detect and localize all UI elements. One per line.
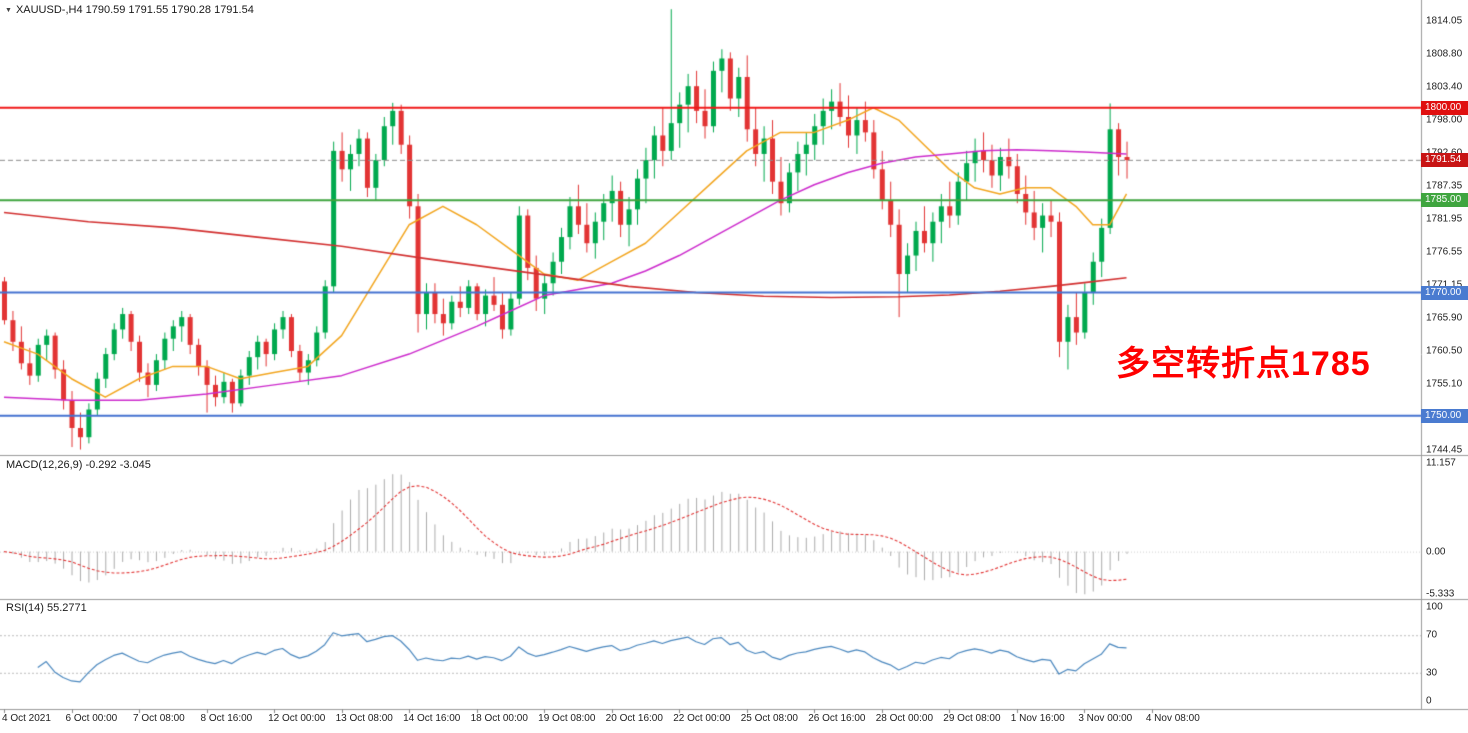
price-axis-tick: 1760.50 [1426,345,1463,357]
time-axis-label: 25 Oct 08:00 [740,713,798,724]
time-axis-label: 6 Oct 00:00 [65,713,118,724]
price-axis-tick: 1771.15 [1426,280,1462,291]
price-axis-tick: 1755.10 [1426,378,1463,390]
time-axis-label: 12 Oct 00:00 [268,713,326,724]
price-axis-tick: 1744.45 [1426,444,1463,456]
price-axis-tick: 1781.95 [1426,213,1463,225]
hline-price-tag: 1750.00 [1421,408,1468,423]
price-axis-tick: 1787.35 [1426,180,1463,192]
symbol-ohlc-text: XAUUSD-,H4 1790.59 1791.55 1790.28 1791.… [15,4,254,16]
time-axis-label: 3 Nov 00:00 [1078,713,1133,724]
rsi-axis-tick: 30 [1426,667,1438,679]
time-axis-label: 18 Oct 00:00 [470,713,528,724]
price-axis-tick: 1814.05 [1426,15,1463,27]
price-axis-tick: 1798.00 [1426,114,1463,126]
macd-axis-tick: 0.00 [1426,546,1446,558]
time-axis-label: 13 Oct 08:00 [335,713,393,724]
time-axis-label: 1 Nov 16:00 [1010,713,1065,724]
rsi-axis-tick: 0 [1426,695,1432,707]
hline-price-tag: 1785.00 [1421,193,1468,208]
time-axis-label: 4 Oct 2021 [2,713,51,724]
time-axis-label: 4 Nov 08:00 [1145,713,1200,724]
price-axis-tick: 1765.90 [1426,312,1463,324]
time-axis-label: 29 Oct 08:00 [943,713,1001,724]
rsi-axis-tick: 100 [1426,601,1443,613]
time-axis-label: 20 Oct 16:00 [605,713,663,724]
rsi-indicator-label: RSI(14) 55.2771 [6,602,87,614]
price-axis-tick: 1803.40 [1426,81,1463,93]
time-axis-label: 7 Oct 08:00 [133,713,185,724]
time-axis-label: 26 Oct 16:00 [808,713,866,724]
hline-price-tag: 1800.00 [1421,100,1468,115]
chart-annotation-text: 多空转折点1785 [1116,345,1371,383]
symbol-marker-icon: ▼ [5,6,12,14]
time-axis-label: 14 Oct 16:00 [403,713,461,724]
price-axis-tick: 1776.55 [1426,246,1463,258]
macd-axis-tick: -5.333 [1426,588,1455,600]
macd-indicator-label: MACD(12,26,9) -0.292 -3.045 [6,459,151,471]
price-axis-tick: 1808.80 [1426,48,1463,60]
time-axis-label: 19 Oct 08:00 [538,713,596,724]
time-axis-label: 22 Oct 00:00 [673,713,731,724]
current-price-tag: 1791.54 [1421,152,1468,167]
macd-axis-tick: 11.157 [1426,457,1456,469]
rsi-axis-tick: 70 [1426,629,1438,641]
chart-symbol-header: ▼ XAUUSD-,H4 1790.59 1791.55 1790.28 179… [5,4,254,16]
hline-price-tag: 1770.00 [1421,285,1468,300]
time-axis-label: 8 Oct 16:00 [200,713,253,724]
time-axis-label: 28 Oct 00:00 [875,713,934,724]
